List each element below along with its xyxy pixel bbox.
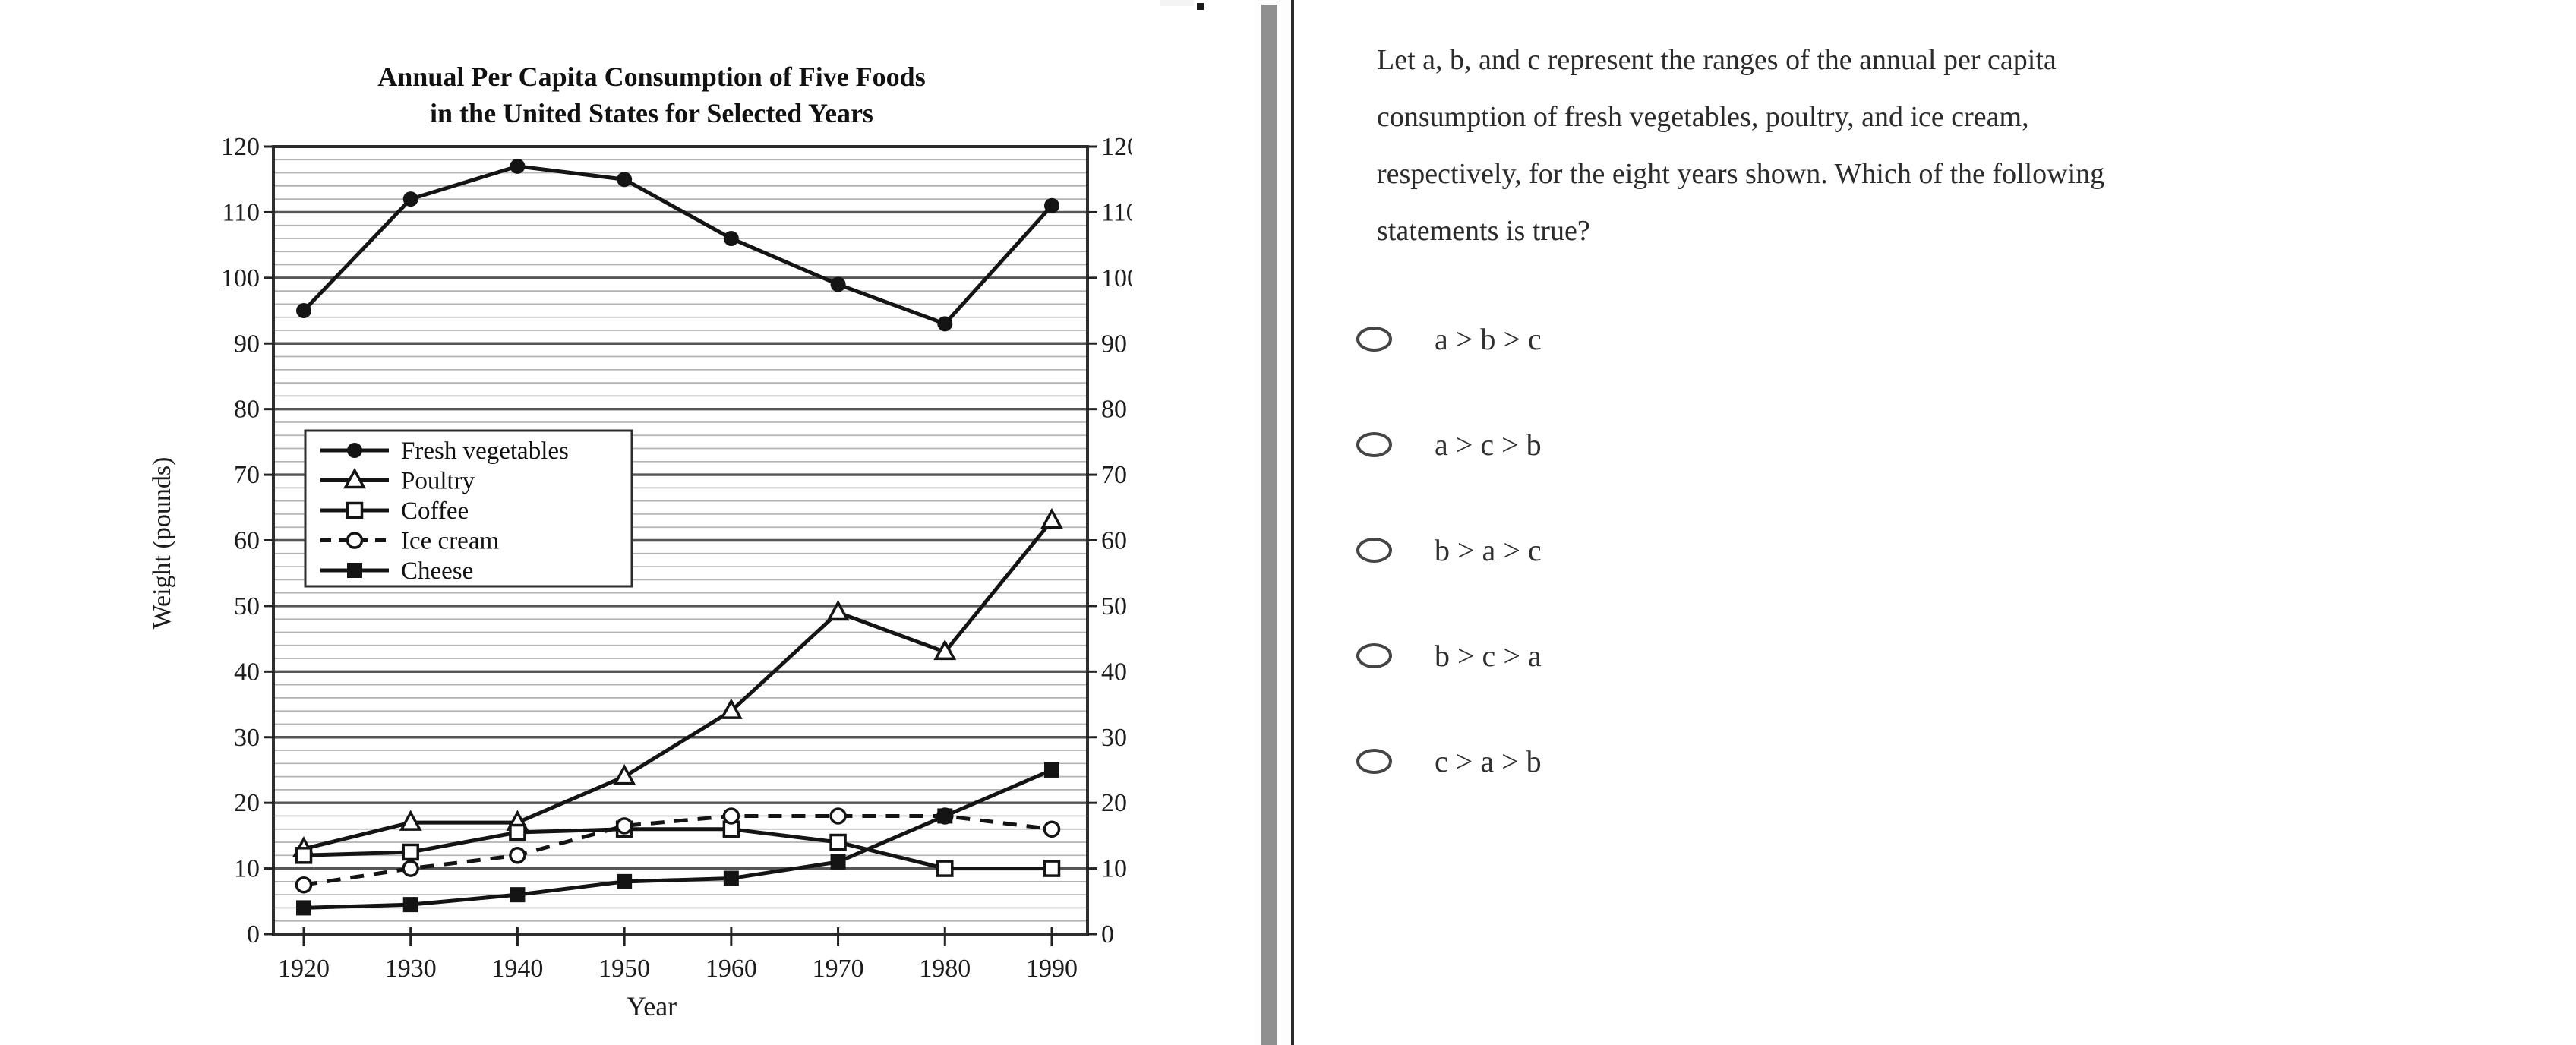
svg-text:60: 60 bbox=[1101, 527, 1127, 555]
answer-option-row: a > c > b bbox=[1356, 423, 1542, 466]
svg-text:30: 30 bbox=[1101, 724, 1127, 752]
svg-text:in the United States for Selec: in the United States for Selected Years bbox=[430, 98, 873, 128]
series-cheese bbox=[296, 762, 1059, 916]
svg-text:Coffee: Coffee bbox=[401, 497, 469, 525]
question-line: consumption of fresh vegetables, poultry… bbox=[1377, 101, 2029, 133]
svg-text:Year: Year bbox=[627, 991, 677, 1021]
svg-text:1990: 1990 bbox=[1026, 955, 1078, 983]
svg-text:1940: 1940 bbox=[491, 955, 543, 983]
option-radio-button[interactable] bbox=[1356, 748, 1392, 774]
panel-divider bbox=[1291, 0, 1294, 1045]
svg-text:50: 50 bbox=[234, 592, 260, 620]
option-label[interactable]: b > c > a bbox=[1435, 638, 1542, 673]
svg-text:Weight (pounds): Weight (pounds) bbox=[148, 457, 176, 630]
svg-text:100: 100 bbox=[221, 264, 260, 292]
toolbar-remnant-mark bbox=[1197, 3, 1204, 10]
answer-option-row: a > b > c bbox=[1356, 317, 1542, 360]
scrollbar-thumb[interactable] bbox=[1261, 5, 1277, 1045]
option-radio-button[interactable] bbox=[1356, 431, 1392, 457]
option-radio-button[interactable] bbox=[1356, 537, 1392, 563]
svg-text:Annual Per Capita Consumption: Annual Per Capita Consumption of Five Fo… bbox=[377, 62, 925, 92]
svg-text:Fresh vegetables: Fresh vegetables bbox=[401, 437, 569, 465]
series-fresh-vegetables bbox=[296, 158, 1059, 332]
answer-option-row: b > a > c bbox=[1356, 529, 1542, 571]
svg-text:70: 70 bbox=[1101, 461, 1127, 489]
option-label[interactable]: b > a > c bbox=[1435, 532, 1542, 567]
question-line: Let a, b, and c represent the ranges of … bbox=[1377, 44, 2057, 76]
svg-text:1960: 1960 bbox=[706, 955, 757, 983]
svg-text:40: 40 bbox=[1101, 658, 1127, 686]
svg-text:1930: 1930 bbox=[385, 955, 437, 983]
svg-text:10: 10 bbox=[1101, 855, 1127, 883]
option-label[interactable]: a > c > b bbox=[1435, 427, 1542, 462]
svg-text:40: 40 bbox=[234, 658, 260, 686]
consumption-line-chart: 0 0 10 10 20 20 30 30 40 40 50 50 60 60 70 70 80 80 90 90 10… bbox=[148, 62, 1140, 1021]
svg-text:10: 10 bbox=[234, 855, 260, 883]
question-line: respectively, for the eight years shown.… bbox=[1377, 158, 2105, 190]
option-radio-button[interactable] bbox=[1356, 326, 1392, 352]
svg-text:0: 0 bbox=[247, 920, 260, 949]
svg-text:70: 70 bbox=[234, 461, 260, 489]
svg-text:1920: 1920 bbox=[278, 955, 330, 983]
toolbar-remnant bbox=[1160, 0, 1194, 6]
option-radio-button[interactable] bbox=[1356, 642, 1392, 668]
svg-text:1950: 1950 bbox=[598, 955, 650, 983]
chart-panel: 0 0 10 10 20 20 30 30 40 40 50 50 60 60 70 70 80 80 90 90 10… bbox=[129, 42, 1140, 1029]
svg-text:Poultry: Poultry bbox=[401, 468, 475, 495]
question-line: statements is true? bbox=[1377, 215, 1590, 247]
svg-text:30: 30 bbox=[234, 724, 260, 752]
svg-text:Ice cream: Ice cream bbox=[401, 528, 499, 555]
svg-text:0: 0 bbox=[1101, 920, 1114, 949]
svg-text:20: 20 bbox=[1101, 789, 1127, 817]
option-label[interactable]: c > a > b bbox=[1435, 743, 1542, 778]
question-text: Let a, b, and c represent the ranges of … bbox=[1377, 32, 2501, 260]
svg-text:60: 60 bbox=[234, 527, 260, 555]
svg-text:80: 80 bbox=[1101, 396, 1127, 424]
svg-text:90: 90 bbox=[1101, 330, 1127, 358]
svg-text:Cheese: Cheese bbox=[401, 557, 473, 585]
svg-text:1980: 1980 bbox=[919, 955, 971, 983]
svg-text:110: 110 bbox=[222, 198, 260, 226]
answer-option-row: b > c > a bbox=[1356, 634, 1542, 677]
svg-text:1970: 1970 bbox=[813, 955, 864, 983]
answer-option-row: c > a > b bbox=[1356, 740, 1542, 782]
svg-text:90: 90 bbox=[234, 330, 260, 358]
svg-text:50: 50 bbox=[1101, 592, 1127, 620]
option-label[interactable]: a > b > c bbox=[1435, 321, 1542, 356]
svg-text:20: 20 bbox=[234, 789, 260, 817]
svg-text:80: 80 bbox=[234, 396, 260, 424]
svg-text:120: 120 bbox=[221, 133, 260, 161]
